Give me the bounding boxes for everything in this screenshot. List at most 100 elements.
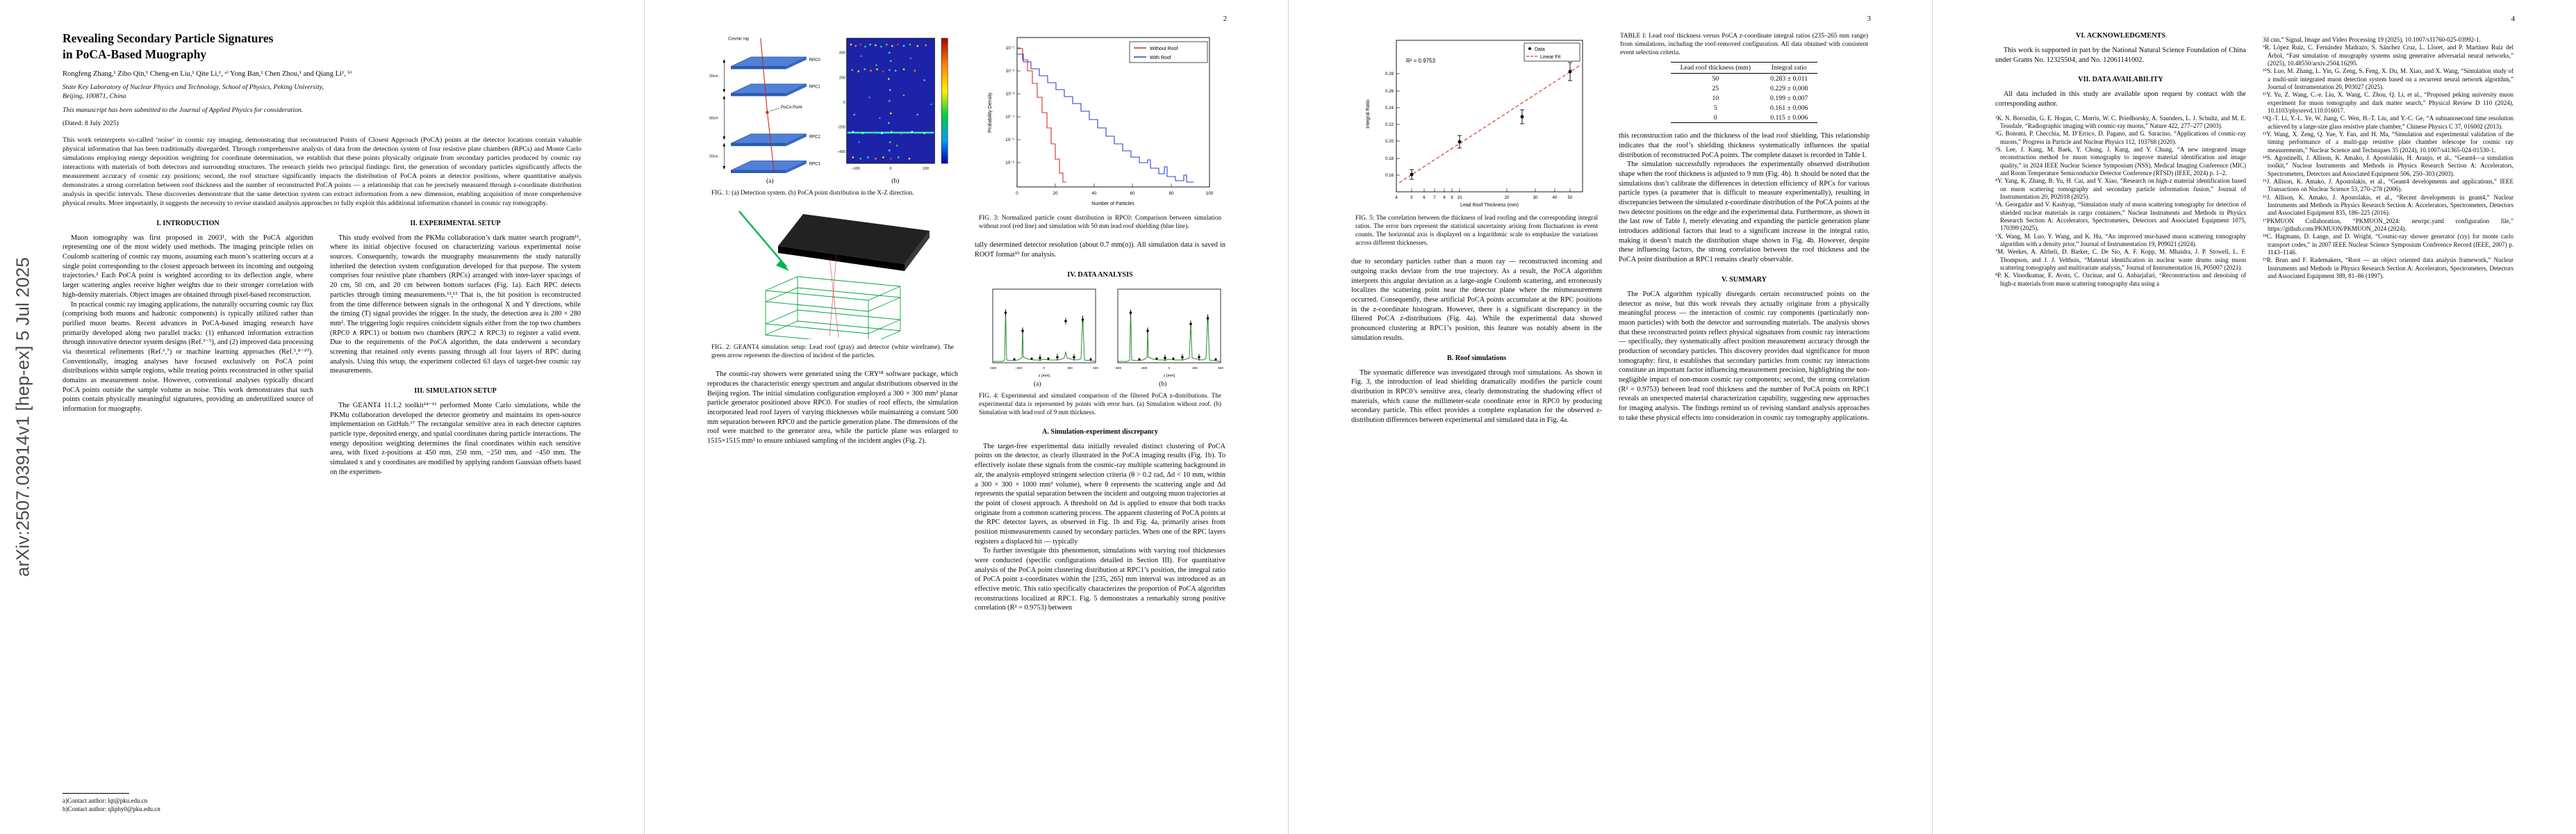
- table-row: 25 0.229 ± 0.008: [1712, 84, 1808, 92]
- section-experimental-setup: II. EXPERIMENTAL SETUP: [410, 219, 501, 227]
- svg-text:0: 0: [1016, 191, 1018, 196]
- reference-16: ¹⁶J. Allison, K. Amako, J. Apostolakis, …: [2263, 193, 2513, 217]
- svg-text:40: 40: [1552, 195, 1557, 200]
- svg-text:200: 200: [839, 76, 845, 80]
- fig3-xtick-labels: 0 20 40 60 80 100: [1016, 191, 1213, 196]
- page-number: 4: [2511, 15, 2515, 23]
- fig5-data-points: [1409, 62, 1572, 180]
- cosmic-ray-track: [759, 38, 775, 172]
- svg-text:0: 0: [843, 101, 845, 105]
- svg-text:30: 30: [1533, 195, 1537, 200]
- subsection-b-heading: B. Roof simulations: [1446, 354, 1507, 362]
- poca-point-marker: [765, 111, 769, 114]
- data-availability-paragraph: All data included in this study are avai…: [1995, 90, 2246, 108]
- dim-50cm: 50cm: [709, 116, 718, 120]
- page-3: 3 0.28 0.26 0.24 0.22: [1288, 0, 1932, 834]
- reference-3: ³S. Lee, J. Kang, M. Baek, Y. Chung, J. …: [1995, 146, 2246, 177]
- figure-3: 10⁻¹ 10⁻² 10⁻³ 10⁻⁴ 10⁻⁵ 10⁻⁶ 0 20 40 60: [975, 31, 1225, 231]
- fig1-sublabels: (a) (b): [707, 178, 958, 185]
- svg-text:−600: −600: [1114, 366, 1121, 370]
- svg-text:−400: −400: [836, 150, 845, 154]
- abstract: This work reinterprets so-called ‘noise’…: [63, 136, 581, 207]
- acknowledgments-paragraph: This work is supported in part by the Na…: [1995, 47, 2246, 64]
- page4-right-column: 3d cnn,” Signal, Image and Video Process…: [2263, 31, 2513, 288]
- svg-text:300: 300: [1192, 366, 1198, 370]
- fig2-caption: FIG. 2: GEANT4 simulation setup: Lead ro…: [711, 344, 954, 360]
- fig5-ytick-labels: 0.28 0.26 0.24 0.22 0.20 0.18 0.16: [1385, 72, 1394, 178]
- fig5-caption: FIG. 5: The correlation between the thic…: [1355, 215, 1598, 247]
- dim-20cm-bottom: 20cm: [709, 155, 718, 159]
- svg-text:−300: −300: [1014, 366, 1022, 370]
- reference-17: ¹⁷PKMUON Collaboration, “PKMUON_2024: ne…: [2263, 217, 2513, 232]
- dim-20cm-top: 20cm: [709, 74, 718, 79]
- fig2-geant4-setup: [738, 211, 930, 340]
- page2-left-column: Cosmic ray 20cm 50cm 20cm: [707, 31, 958, 613]
- table1-caption: TABLE I: Lead roof thickness versus PoCA…: [1620, 33, 1868, 57]
- detector-wireframe: [765, 276, 900, 340]
- tally-paragraph: tally determined detector resolution (ab…: [975, 241, 1225, 259]
- table1-header-ratio: Integral ratio: [1760, 62, 1818, 74]
- fig3-ylabel: Probability Density: [988, 92, 993, 133]
- svg-text:60: 60: [1130, 191, 1134, 196]
- section-acknowledgments: VI. ACKNOWLEDGMENTS: [2075, 32, 2166, 40]
- r-squared-annotation: R² = 0.9753: [1406, 58, 1436, 64]
- fig5-correlation-plot: 0.28 0.26 0.24 0.22 0.20 0.18 0.16 4 5 6: [1366, 40, 1583, 208]
- legend-linear-fit: Linear Fit: [1540, 55, 1560, 60]
- page2-right-column: 10⁻¹ 10⁻² 10⁻³ 10⁻⁴ 10⁻⁵ 10⁻⁶ 0 20 40 60: [975, 31, 1225, 613]
- intro-paragraph-2: In practical cosmic ray imaging applicat…: [63, 300, 313, 414]
- discrepancy-paragraph-2: To further investigate this phenomenon, …: [975, 547, 1225, 612]
- fig1b-axis-ticks: −100 0 100 400 200 0 −200 −400: [836, 51, 928, 171]
- reference-9: ⁹R. López Ruiz, C. Fernández Madrazo, S.…: [2263, 44, 2513, 67]
- section-data-analysis: IV. DATA ANALYSIS: [1067, 270, 1133, 279]
- rpc2-label: RPC2: [809, 136, 820, 140]
- paper-title: Revealing Secondary Particle Signatures i…: [63, 31, 581, 63]
- reference-13: ¹³Y. Wang, X. Zeng, Q. Yue, Y. Fan, and …: [2263, 130, 2513, 154]
- intro-paragraph-1: Muon tomography was first proposed in 20…: [63, 234, 313, 299]
- page-number: 3: [1867, 15, 1871, 23]
- fig4-sublabel-b: (b): [1159, 380, 1167, 388]
- svg-text:10⁻⁴: 10⁻⁴: [1005, 115, 1014, 120]
- poca-point-label: PoCA Point: [780, 106, 802, 110]
- simulation-line-a: [992, 309, 1096, 362]
- fig3-caption: FIG. 3: Normalized particle count distri…: [979, 215, 1221, 231]
- reference-2: ²G. Bonomi, P. Checchia, M. D’Errico, D.…: [1995, 130, 2246, 145]
- svg-text:0.18: 0.18: [1385, 156, 1394, 161]
- dated-line: (Dated: 8 July 2025): [63, 119, 119, 127]
- affiliation-line-2: Beijing, 100871, China: [63, 92, 126, 100]
- svg-text:10⁻⁵: 10⁻⁵: [1005, 138, 1014, 142]
- legend-without-roof: Without Roof: [1150, 47, 1178, 51]
- svg-text:5: 5: [1410, 195, 1413, 200]
- page-4: 4 VI. ACKNOWLEDGMENTS This work is suppo…: [1932, 0, 2576, 834]
- page3-right-column: TABLE I: Lead roof thickness versus PoCA…: [1619, 31, 1869, 425]
- table-1: TABLE I: Lead roof thickness versus PoCA…: [1619, 32, 1869, 124]
- reference-19: ¹⁹R. Brun and F. Rademakers, “Root — an …: [2263, 256, 2513, 279]
- svg-text:600: 600: [1093, 366, 1098, 370]
- svg-text:40: 40: [1091, 191, 1096, 196]
- experimental-setup-paragraph: This study evolved from the PKMu collabo…: [330, 234, 581, 375]
- reference-10: ¹⁰S. Luo, M. Zhang, L. Yin, G. Zeng, S. …: [2263, 67, 2513, 90]
- svg-text:0.20: 0.20: [1385, 139, 1394, 144]
- fig1-caption: FIG. 1: (a) Detection system. (b) PoCA p…: [711, 190, 914, 197]
- author-list: Rongfeng Zhang,¹ Zibo Qin,¹ Cheng-en Liu…: [63, 70, 352, 78]
- reference-8: ⁸P. K. Vinodkumar, E. Avots, C. Ozcinar,…: [1995, 272, 2246, 287]
- reference-18: ¹⁸C. Hagmann, D. Lange, and D. Wright, “…: [2263, 233, 2513, 256]
- data-points-a: [1004, 309, 1092, 361]
- table1-header-thickness: Lead roof thickness (mm): [1670, 62, 1761, 74]
- svg-text:80: 80: [1169, 191, 1173, 196]
- reconstruction-ratio-paragraph: this reconstruction ratio and the thickn…: [1619, 132, 1869, 159]
- svg-text:0: 0: [1043, 366, 1045, 370]
- secondary-particles-paragraph: due to secondary particles rather than a…: [1351, 258, 1602, 342]
- arxiv-watermark: arXiv:2507.03914v1 [hep-ex] 5 Jul 2025: [12, 257, 33, 577]
- svg-text:9: 9: [1451, 195, 1453, 200]
- svg-text:0.26: 0.26: [1385, 89, 1394, 94]
- data-points-b: [1129, 309, 1217, 361]
- subsection-a-heading: A. Simulation-experiment discrepancy: [1041, 427, 1159, 436]
- footnote-contact-a: a)Contact author: lqt@pku.edu.cn: [63, 796, 148, 804]
- reference-8-continued: 3d cnn,” Signal, Image and Video Process…: [2263, 36, 2481, 43]
- svg-text:600: 600: [1218, 366, 1223, 370]
- title-line-2: in PoCA-Based Muography: [63, 47, 207, 61]
- summary-paragraph: The PoCA algorithm typically disregards …: [1619, 290, 1869, 422]
- incident-direction-arrow: [738, 211, 789, 272]
- poca-leader-line: [769, 108, 779, 111]
